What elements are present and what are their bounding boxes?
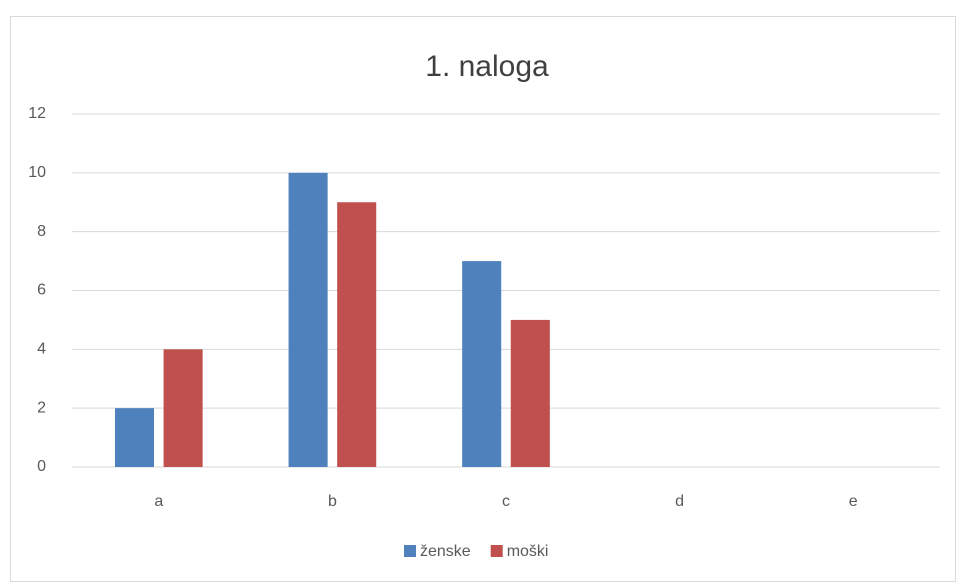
x-tick-label: d (675, 493, 684, 510)
y-tick-label: 4 (37, 341, 46, 358)
x-tick-label: e (849, 493, 858, 510)
x-tick-label: b (328, 493, 337, 510)
legend-swatch (490, 545, 503, 557)
y-tick-label: 12 (28, 105, 46, 122)
bar (163, 349, 203, 467)
chart-title: 1. naloga (425, 50, 549, 83)
y-tick-label: 10 (28, 164, 46, 181)
bar (510, 319, 550, 467)
legend-swatch (404, 545, 416, 557)
y-tick-label: 8 (37, 223, 46, 240)
y-tick-label: 0 (37, 458, 46, 475)
legend-label: moški (507, 543, 549, 560)
bar (462, 261, 502, 467)
bar (337, 202, 377, 467)
legend-label: ženske (420, 543, 471, 560)
y-tick-label: 2 (37, 399, 46, 416)
x-tick-label: a (154, 493, 163, 510)
x-tick-label: c (502, 493, 510, 510)
bar (288, 172, 328, 468)
y-tick-label: 6 (37, 282, 46, 299)
bar (114, 408, 155, 467)
